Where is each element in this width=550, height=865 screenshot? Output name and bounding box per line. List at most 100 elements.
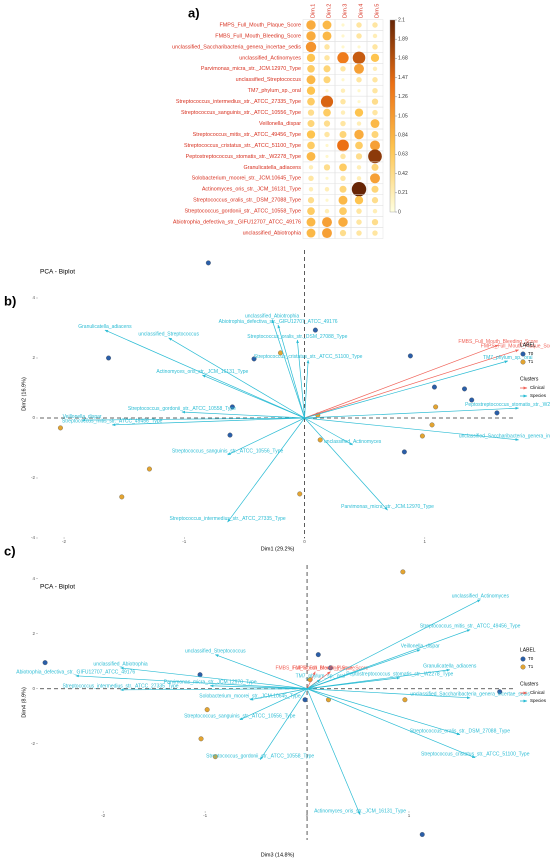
- cell-circle: [338, 217, 348, 227]
- column-label: Dim.2: [326, 4, 332, 18]
- cell-circle: [372, 44, 378, 50]
- column-label: Dim.5: [374, 4, 380, 18]
- vector-label: Peptostreptococcus_stomatis_str._W2278_T…: [465, 402, 550, 408]
- y-axis-label: Dim4 (8.9%): [21, 687, 27, 718]
- cell-circle: [322, 20, 332, 30]
- cell-circle: [356, 33, 362, 39]
- point: [494, 410, 500, 416]
- vector-label: Solobacterium_moorei_str._JCM.10645_Type: [199, 694, 301, 700]
- vector-label: Streptococcus_cristatus_str._ATCC_51100_…: [421, 752, 530, 758]
- vector-arrow: [209, 684, 308, 690]
- legend-swatch: [520, 359, 526, 365]
- cell-circle: [325, 89, 329, 93]
- legend-swatch: [520, 656, 526, 662]
- colorbar-tick-label: 0.84: [398, 133, 408, 139]
- row-label: Streptococcus_intermedius_str._ATCC_2733…: [176, 99, 301, 105]
- cell-circle: [306, 130, 316, 139]
- panel-label: a): [188, 5, 200, 20]
- point: [297, 491, 303, 497]
- y-tick-label: 0: [32, 686, 35, 691]
- row-label: unclassified_Saccharibacteria_genera_inc…: [172, 44, 301, 50]
- point: [401, 449, 407, 455]
- cell-circle: [322, 31, 332, 41]
- x-axis-label: Dim1 (29.2%): [261, 546, 295, 552]
- colorbar-tick-label: 1.47: [398, 75, 408, 81]
- cell-circle: [340, 88, 346, 93]
- vector-label: unclassified_Streptococcus: [138, 332, 199, 338]
- row-label: FMBS_Full_Mouth_Bleeding_Score: [215, 33, 301, 39]
- x-tick-label: 1: [408, 813, 411, 818]
- vector-label: FMBS_Full_Mouth_Bleeding_Score: [275, 666, 355, 672]
- vector-arrow: [306, 649, 421, 690]
- cell-circle: [356, 208, 362, 214]
- colorbar-tick-label: 0: [398, 209, 401, 215]
- vector-label: unclassified_Saccharibacteria_genera_inc…: [410, 692, 530, 698]
- point: [429, 422, 435, 428]
- vector-label: TM7_phylum_sp._oral: [296, 674, 345, 680]
- cell-circle: [340, 153, 346, 160]
- cell-circle: [323, 65, 331, 73]
- vector-arrow: [104, 329, 305, 419]
- cell-circle: [339, 185, 347, 193]
- column-label: Dim.3: [342, 4, 348, 18]
- vector-label: Parvimonas_micra_str._JCM.12970_Type: [341, 504, 434, 510]
- point: [317, 437, 323, 443]
- cell-circle: [307, 109, 315, 116]
- x-tick-label: 1: [424, 539, 427, 544]
- legend-label: T0: [528, 351, 534, 356]
- x-tick-label: 0: [303, 539, 306, 544]
- row-label: Parvimonas_micra_str._JCM.12970_Type: [201, 66, 301, 72]
- cell-circle: [354, 196, 364, 205]
- vector-label: FMPS_Full_Mouth_Plaque_Score: [293, 666, 369, 672]
- vector-arrow: [306, 629, 471, 690]
- point: [204, 707, 210, 713]
- cell-circle: [356, 176, 362, 181]
- cell-circle: [306, 228, 316, 238]
- cell-circle: [320, 95, 334, 108]
- vector-arrow: [271, 319, 305, 419]
- vector-label: Streptococcus_intermedius_str._ATCC_2733…: [62, 684, 178, 690]
- x-axis-label: Dim3 (14.8%): [261, 852, 295, 858]
- row-label: Actinomyces_oris_str._JCM_16131_Type: [202, 187, 301, 193]
- cell-circle: [306, 20, 316, 30]
- point: [433, 404, 439, 410]
- colorbar-tick-label: 1.05: [398, 113, 408, 119]
- cell-circle: [324, 187, 330, 192]
- cell-circle: [356, 121, 362, 126]
- vector-arrow: [304, 349, 519, 419]
- row-label: FMPS_Full_Mouth_Plaque_Score: [219, 22, 301, 28]
- row-label: Granulicatella_adiacens: [243, 165, 301, 171]
- cell-circle: [356, 230, 362, 236]
- cell-circle: [372, 66, 378, 72]
- cell-circle: [339, 207, 347, 215]
- point: [198, 736, 204, 742]
- cell-circle: [372, 77, 378, 83]
- cell-circle: [308, 165, 314, 170]
- cell-circle: [307, 197, 315, 204]
- row-label: Streptococcus_cristatus_str._ATCC_51100_…: [184, 143, 301, 149]
- legend-title: LABEL: [520, 647, 536, 653]
- cell-circle: [370, 119, 380, 128]
- row-label: unclassified_Actinomyces: [239, 55, 301, 61]
- colorbar-tick-label: 0.42: [398, 171, 408, 177]
- row-label: Peptostreptococcus_stomatis_str._W2278_T…: [186, 154, 301, 160]
- cell: [366, 227, 384, 239]
- cell-circle: [325, 154, 329, 158]
- vector-label: Peptostreptococcus_stomatis_str._W2278_T…: [346, 672, 453, 678]
- cell-circle: [324, 55, 330, 61]
- vector-label: unclassified_Actinomyces: [324, 439, 382, 445]
- cell-circle: [323, 108, 331, 117]
- vector-label: Streptococcus_cristatus_str._ATCC_51100_…: [254, 354, 363, 360]
- vector-arrow: [75, 674, 308, 690]
- cell-circle: [337, 139, 349, 152]
- colorbar: [389, 19, 396, 213]
- cell-circle: [340, 120, 346, 127]
- legend-swatch: [520, 351, 526, 357]
- cell-circle: [306, 86, 316, 95]
- vector-arrow: [120, 666, 308, 690]
- cell-circle: [372, 22, 378, 28]
- vector-arrow: [168, 337, 305, 419]
- y-tick-label: -4: [31, 535, 35, 540]
- y-tick-label: 4: [32, 576, 35, 581]
